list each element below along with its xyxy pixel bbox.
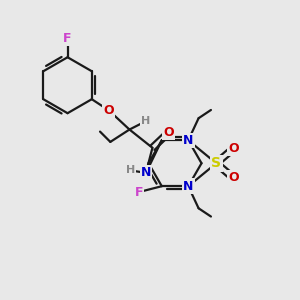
Text: H: H (141, 116, 150, 126)
Text: N: N (183, 180, 194, 193)
Text: O: O (163, 126, 174, 139)
Text: O: O (228, 142, 238, 155)
Text: O: O (228, 172, 238, 184)
Text: O: O (103, 104, 114, 117)
Text: N: N (183, 134, 194, 147)
Text: F: F (63, 32, 72, 45)
Text: H: H (126, 166, 135, 176)
Text: F: F (135, 186, 143, 199)
Text: S: S (211, 156, 221, 170)
Text: N: N (141, 166, 151, 179)
